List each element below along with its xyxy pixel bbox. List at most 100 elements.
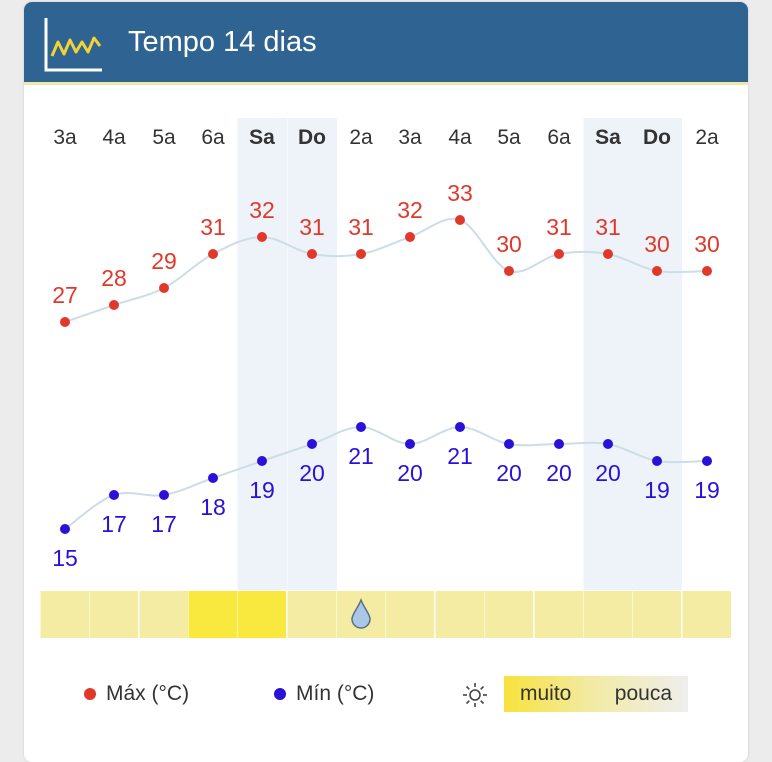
sun-icon xyxy=(463,683,487,707)
max-label: 30 xyxy=(644,231,670,257)
max-label: 31 xyxy=(200,214,226,240)
day-label: 3a xyxy=(398,126,422,149)
sunshine-cell xyxy=(287,591,336,638)
legend-min-label: Mín (°C) xyxy=(296,682,375,705)
max-label: 32 xyxy=(249,197,275,223)
min-label: 20 xyxy=(496,460,522,486)
max-point xyxy=(405,232,415,242)
day-label: 2a xyxy=(349,126,373,149)
max-point xyxy=(208,249,218,259)
max-point xyxy=(603,249,613,259)
sunshine-cell xyxy=(40,591,89,638)
min-point xyxy=(405,439,415,449)
sun-low-label: pouca xyxy=(614,682,672,705)
legend-max: Máx (°C) xyxy=(84,674,189,714)
max-point xyxy=(504,266,514,276)
max-point xyxy=(652,266,662,276)
max-point xyxy=(702,266,712,276)
sunshine-cell xyxy=(188,591,237,638)
sunshine-cell xyxy=(435,591,484,638)
min-label: 20 xyxy=(546,460,572,486)
day-label: Do xyxy=(298,126,326,149)
min-point xyxy=(455,422,465,432)
sunshine-cell xyxy=(632,591,681,638)
max-point xyxy=(159,283,169,293)
day-label: 2a xyxy=(695,126,719,149)
max-label: 32 xyxy=(397,197,423,223)
min-label: 19 xyxy=(644,477,670,503)
min-point xyxy=(109,490,119,500)
weekend-shade xyxy=(287,118,337,590)
header-divider xyxy=(24,82,748,85)
max-label: 31 xyxy=(595,214,621,240)
max-label: 30 xyxy=(694,231,720,257)
header-bar: Tempo 14 dias xyxy=(24,2,748,82)
sunshine-cell xyxy=(139,591,188,638)
day-label: 3a xyxy=(53,126,77,149)
weekend-shade xyxy=(583,118,633,590)
max-dot-icon xyxy=(84,688,96,700)
max-label: 29 xyxy=(151,248,177,274)
min-label: 15 xyxy=(52,545,78,571)
max-label: 31 xyxy=(546,214,572,240)
min-point xyxy=(356,422,366,432)
max-series-line xyxy=(64,217,708,323)
max-point xyxy=(554,249,564,259)
day-label: 5a xyxy=(497,126,521,149)
min-point xyxy=(257,456,267,466)
day-label: 4a xyxy=(448,126,472,149)
legend-min: Mín (°C) xyxy=(274,674,374,714)
max-point xyxy=(109,300,119,310)
max-point xyxy=(307,249,317,259)
day-label: Sa xyxy=(249,126,275,149)
day-label: Sa xyxy=(595,126,621,149)
max-label: 31 xyxy=(348,214,374,240)
max-label: 27 xyxy=(52,282,78,308)
min-point xyxy=(60,524,70,534)
legend-max-label: Máx (°C) xyxy=(106,682,190,705)
weekend-shade xyxy=(632,118,682,590)
sunshine-cell xyxy=(583,591,632,638)
min-point xyxy=(603,439,613,449)
max-label: 33 xyxy=(447,180,473,206)
min-label: 17 xyxy=(101,511,127,537)
forecast-card: Tempo 14 dias 3a 4a 5a 6a Sa Do 2a 3a 4a 5a 6a Sa Do… xyxy=(24,2,748,762)
day-label: 4a xyxy=(102,126,126,149)
rain-drop-icon xyxy=(351,597,371,629)
sunshine-cell xyxy=(682,591,731,638)
line-chart-icon xyxy=(44,18,102,72)
min-label: 20 xyxy=(397,460,423,486)
min-label: 18 xyxy=(200,494,226,520)
max-point xyxy=(257,232,267,242)
temperature-chart: 3a 4a 5a 6a Sa Do 2a 3a 4a 5a 6a Sa Do 2a 27 28 29 31 32 31… xyxy=(40,118,731,638)
day-label: Do xyxy=(643,126,671,149)
day-label: 6a xyxy=(547,126,571,149)
min-point xyxy=(652,456,662,466)
sunshine-cell xyxy=(534,591,583,638)
min-point xyxy=(208,473,218,483)
max-point xyxy=(60,317,70,327)
day-label: 5a xyxy=(152,126,176,149)
min-point xyxy=(159,490,169,500)
min-label: 20 xyxy=(595,460,621,486)
min-dot-icon xyxy=(274,688,286,700)
max-label: 30 xyxy=(496,231,522,257)
max-point xyxy=(455,215,465,225)
sunshine-cell xyxy=(385,591,434,638)
day-label: 6a xyxy=(201,126,225,149)
max-label: 28 xyxy=(101,265,127,291)
weekend-shade xyxy=(237,118,287,590)
min-label: 20 xyxy=(299,460,325,486)
min-label: 19 xyxy=(249,477,275,503)
min-label: 19 xyxy=(694,477,720,503)
sunshine-cell xyxy=(237,591,286,638)
sunshine-scale: muito pouca xyxy=(504,676,688,712)
min-point xyxy=(307,439,317,449)
max-label: 31 xyxy=(299,214,325,240)
page-title: Tempo 14 dias xyxy=(128,26,317,58)
min-label: 17 xyxy=(151,511,177,537)
min-label: 21 xyxy=(348,443,374,469)
max-point xyxy=(356,249,366,259)
sunshine-cell xyxy=(484,591,533,638)
sun-high-label: muito xyxy=(520,682,572,705)
